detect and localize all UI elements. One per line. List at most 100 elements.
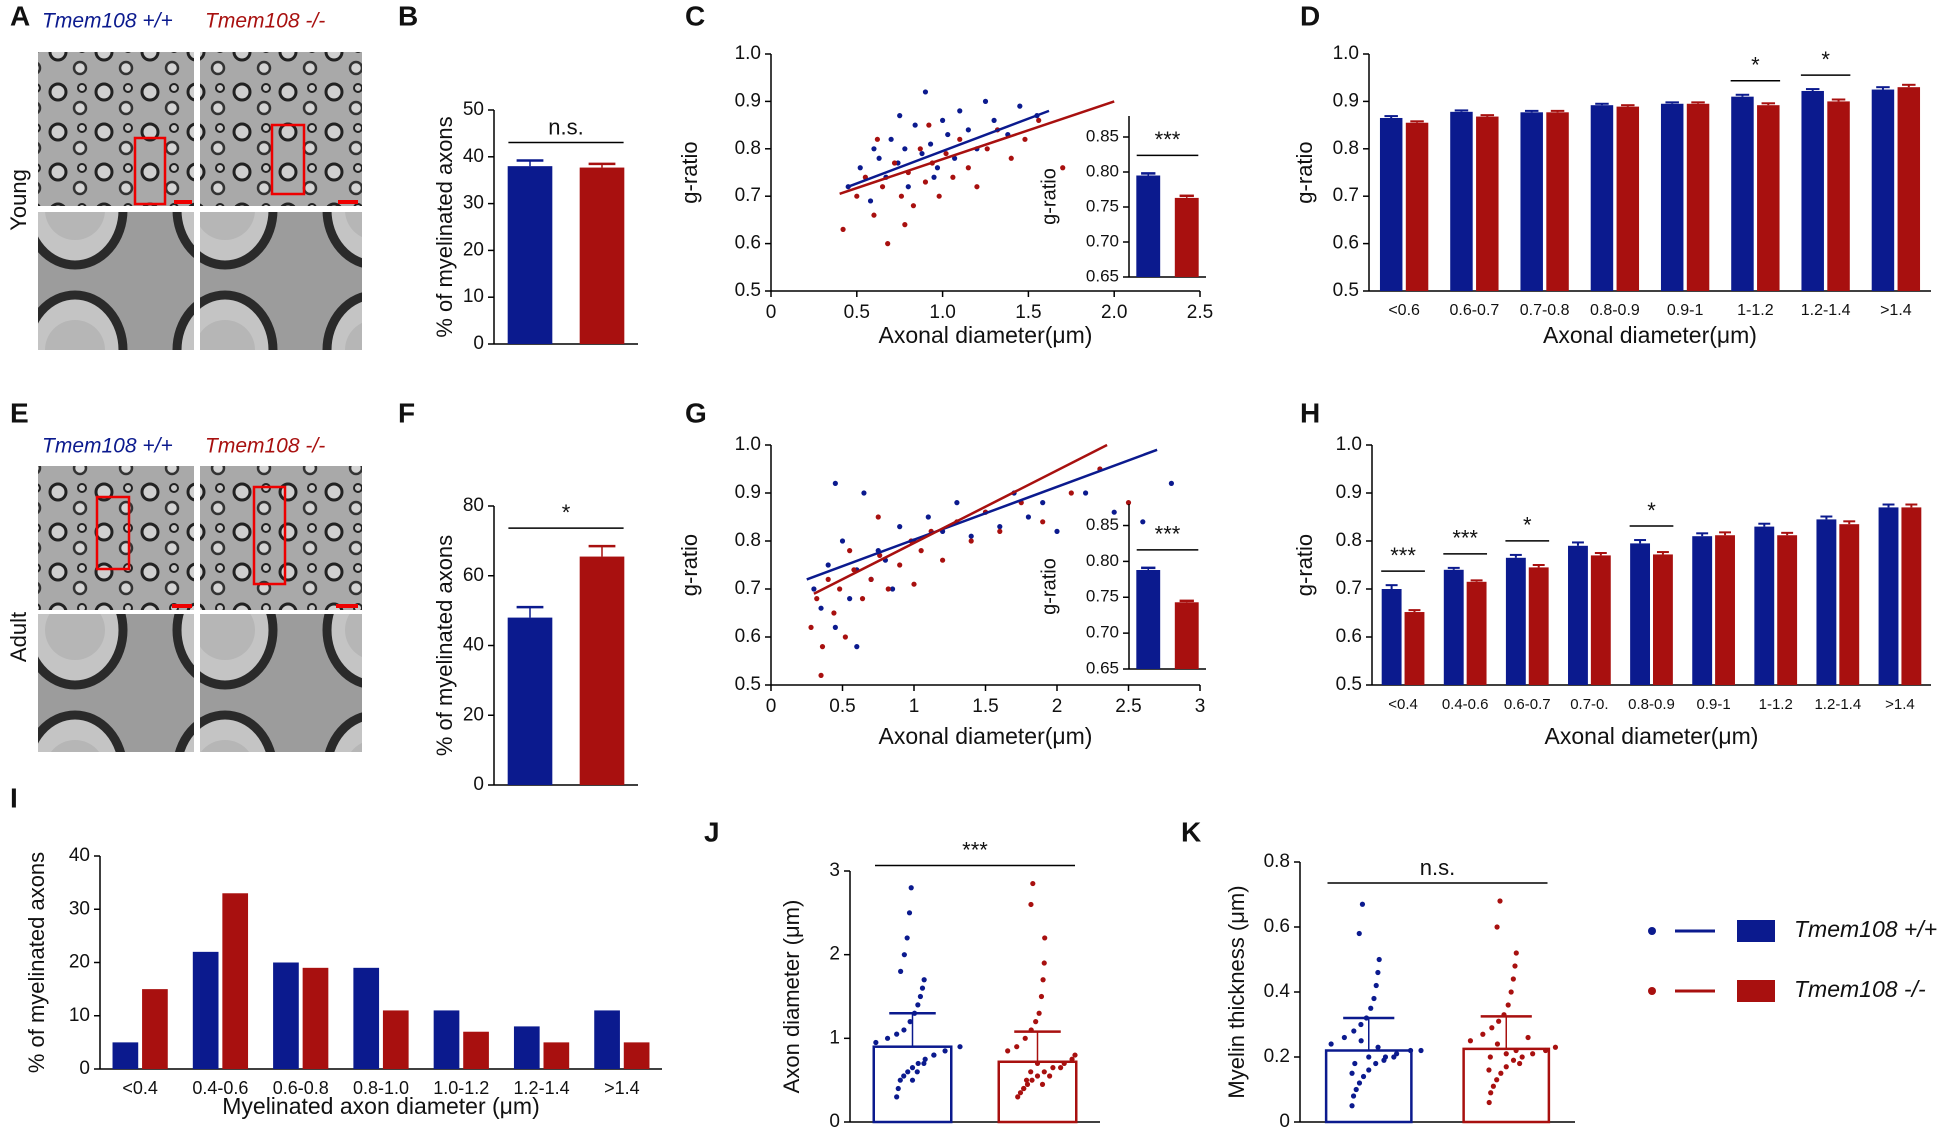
x-tick-label: 0.7-0. xyxy=(1570,696,1608,713)
data-point xyxy=(1512,963,1518,969)
x-tick-label: 0.6-0.8 xyxy=(273,1078,329,1098)
y-axis-label: g-ratio xyxy=(1292,534,1317,596)
data-point xyxy=(1351,1028,1357,1034)
bar xyxy=(1404,612,1425,685)
zoom-box xyxy=(133,136,167,206)
bar xyxy=(513,1026,540,1069)
data-point xyxy=(895,1085,901,1092)
bar xyxy=(112,1042,139,1069)
data-point xyxy=(861,490,867,496)
data-point xyxy=(1083,490,1089,496)
data-point xyxy=(1510,976,1516,982)
bar xyxy=(1652,554,1673,685)
data-point xyxy=(1349,1070,1355,1076)
data-point xyxy=(1486,1067,1492,1073)
data-point xyxy=(957,1044,963,1050)
data-point xyxy=(1040,519,1046,525)
y-tick-label: 20 xyxy=(69,952,90,973)
x-tick-label: <0.6 xyxy=(1388,302,1420,319)
data-point xyxy=(1530,1051,1536,1057)
y-tick-label: 20 xyxy=(463,704,484,725)
data-point xyxy=(1036,117,1042,123)
y-axis-label: g-ratio xyxy=(677,534,702,596)
data-point xyxy=(868,576,874,583)
y-tick-label: 20 xyxy=(463,239,484,260)
bar xyxy=(1754,526,1775,685)
data-point xyxy=(894,1094,900,1100)
data-point xyxy=(871,146,877,152)
panel-letter: D xyxy=(1300,0,1320,31)
data-point xyxy=(984,146,990,152)
data-point xyxy=(897,113,903,119)
x-tick-label: >1.4 xyxy=(1880,302,1912,319)
data-point xyxy=(1373,1060,1379,1067)
data-point xyxy=(1371,995,1377,1002)
bar xyxy=(1901,507,1922,685)
data-point xyxy=(857,165,863,171)
data-point xyxy=(1418,1047,1424,1054)
bar xyxy=(1715,535,1735,685)
y-tick-label: 3 xyxy=(829,860,840,881)
x-axis-label: Axonal diameter(μm) xyxy=(879,322,1093,348)
bar xyxy=(142,989,168,1069)
bar xyxy=(1136,570,1161,669)
x-tick-label: 0.6-0.7 xyxy=(1504,696,1551,713)
data-point xyxy=(965,165,971,171)
x-tick-label: <0.4 xyxy=(1388,696,1418,713)
data-point xyxy=(997,528,1003,535)
panel-letter: F xyxy=(398,397,415,428)
data-point xyxy=(940,557,946,563)
data-point xyxy=(1038,993,1045,1000)
bar xyxy=(1897,87,1921,292)
data-point xyxy=(825,576,831,583)
y-tick-label: 0.2 xyxy=(1264,1046,1290,1067)
data-point xyxy=(1028,1069,1034,1075)
data-point xyxy=(902,222,908,228)
data-point xyxy=(1111,509,1117,515)
data-point xyxy=(847,596,853,602)
bar xyxy=(1590,105,1614,291)
data-point xyxy=(1376,956,1382,963)
data-point xyxy=(942,1048,948,1054)
data-point xyxy=(1480,1031,1486,1037)
data-point xyxy=(847,548,853,554)
data-point xyxy=(897,562,903,568)
micrograph xyxy=(38,466,194,610)
y-tick-label: 0.5 xyxy=(735,280,761,301)
data-point xyxy=(1022,1035,1028,1041)
data-point xyxy=(832,624,838,631)
x-tick-label: 0.4-0.6 xyxy=(1442,696,1489,713)
data-point xyxy=(1494,924,1500,930)
legend-label: Tmem108 -/- xyxy=(1794,976,1926,1002)
bar xyxy=(1174,197,1199,277)
data-point xyxy=(1034,1073,1041,1079)
data-point xyxy=(918,548,924,554)
data-point xyxy=(1029,1077,1035,1083)
data-point xyxy=(867,198,874,204)
y-tick-label: 0 xyxy=(829,1111,840,1132)
data-point xyxy=(1033,1019,1039,1025)
panel-letter: A xyxy=(10,0,30,31)
y-axis-label: Axon diameter (μm) xyxy=(779,900,804,1094)
y-tick-label: 60 xyxy=(463,565,484,586)
data-point xyxy=(1394,1051,1400,1057)
x-tick-label: 1.5 xyxy=(972,696,998,717)
y-tick-label: 0.7 xyxy=(735,578,761,599)
x-tick-label: 1-1.2 xyxy=(1759,696,1793,713)
data-point xyxy=(1360,1073,1367,1080)
y-tick-label: 0.6 xyxy=(1336,626,1362,647)
data-point xyxy=(1014,1044,1020,1050)
bar xyxy=(1757,105,1780,291)
data-point xyxy=(873,1039,879,1046)
bar xyxy=(1777,535,1798,685)
genotype-label: Tmem108 -/- xyxy=(205,10,325,33)
bar xyxy=(579,167,625,344)
data-point xyxy=(1510,1057,1517,1063)
y-tick-label: 80 xyxy=(463,495,484,516)
significance-label: n.s. xyxy=(1420,855,1455,880)
data-point xyxy=(1503,1064,1509,1070)
y-tick-label: 0 xyxy=(473,774,484,795)
bar xyxy=(1476,116,1499,292)
micrograph xyxy=(38,52,194,206)
